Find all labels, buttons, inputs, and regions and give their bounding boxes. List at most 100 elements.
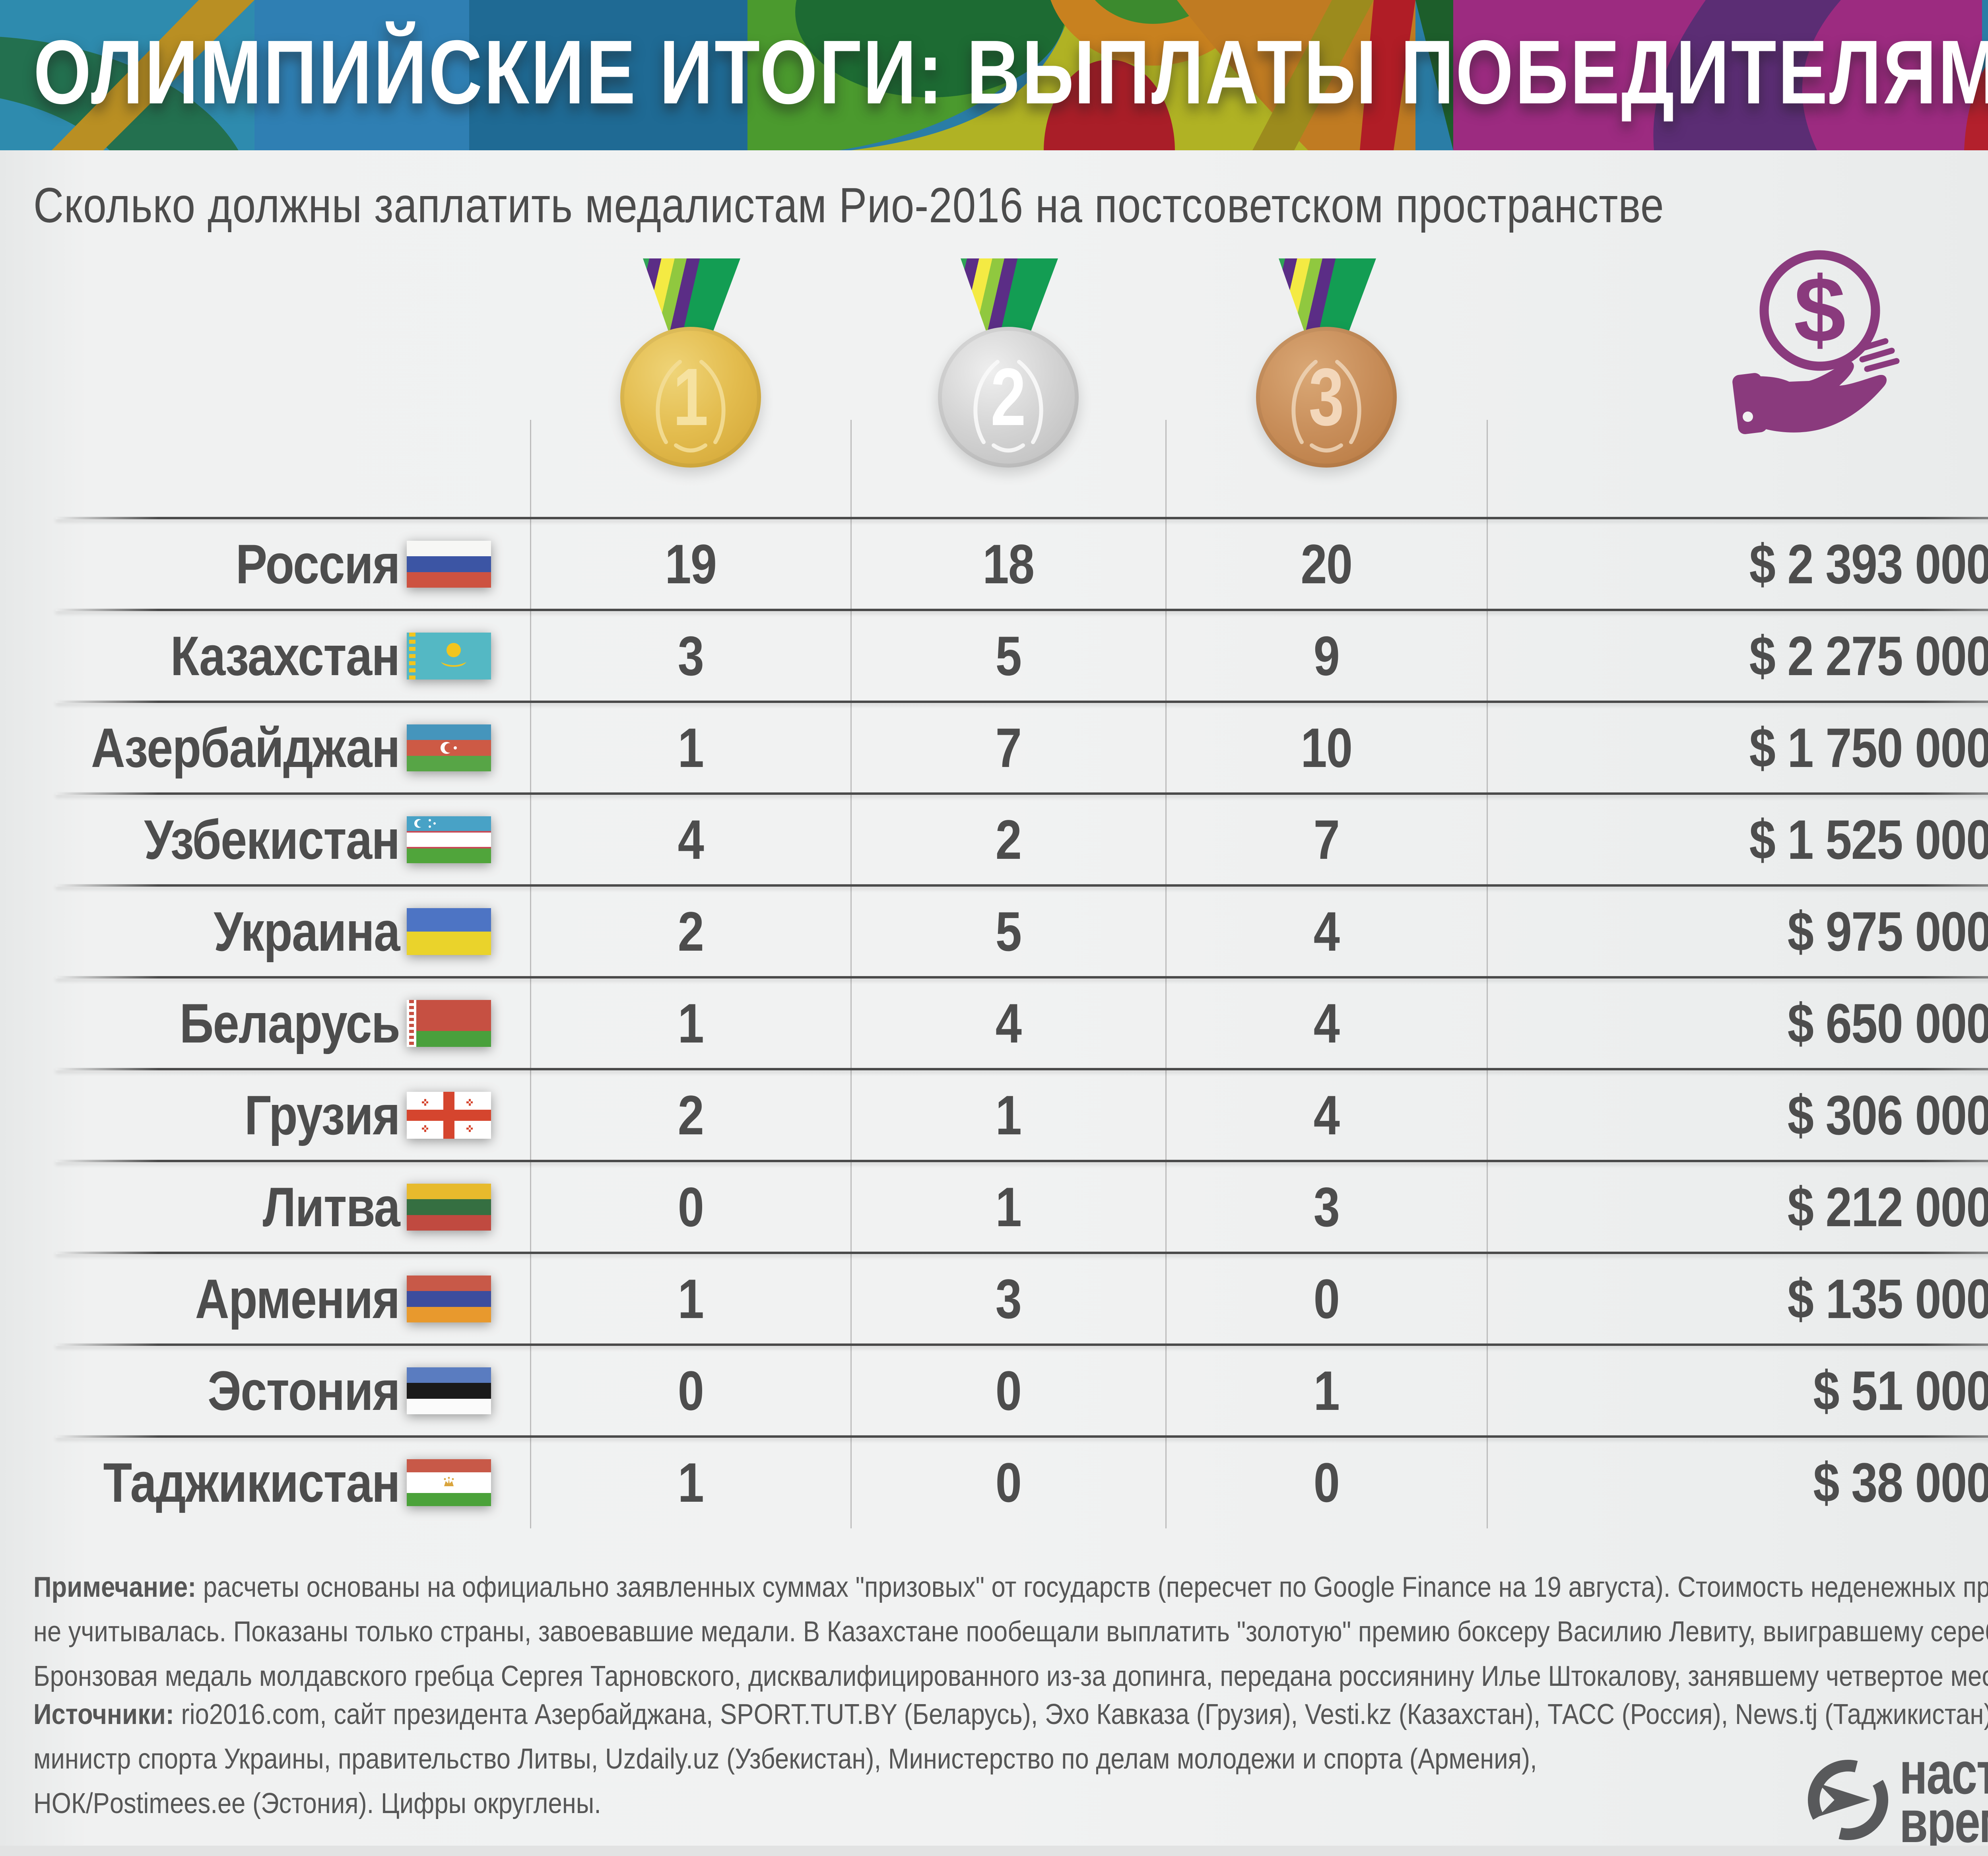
page-title: ОЛИМПИЙСКИЕ ИТОГИ: ВЫПЛАТЫ ПОБЕДИТЕЛЯМ	[33, 22, 1988, 123]
gold-count: 3	[678, 624, 704, 687]
svg-text:$: $	[1794, 257, 1846, 362]
flag-tj-icon	[407, 1459, 491, 1506]
silver-count: 0	[995, 1359, 1022, 1422]
flag-am-icon	[407, 1275, 491, 1322]
bronze-count: 1	[1313, 1359, 1340, 1422]
table-row: Таджикистан 1 0 0 $ 38 000	[0, 1437, 1988, 1528]
column-divider	[1487, 420, 1488, 1528]
silver-count: 5	[995, 900, 1022, 963]
flag-lt-icon	[407, 1183, 491, 1231]
table-row: Эстония 0 0 1 $ 51 000	[0, 1345, 1988, 1437]
country-label: Россия	[235, 532, 400, 595]
brand-name: настоящее время	[1899, 1740, 1988, 1855]
gold-count: 1	[678, 716, 704, 779]
row-separator	[56, 1435, 1988, 1438]
table-row: Россия 19 18 20 $ 2 393 000	[0, 518, 1988, 610]
bronze-rank-label: 3	[1309, 351, 1344, 443]
silver-medal-icon: 2	[937, 258, 1080, 469]
column-divider	[850, 420, 852, 1528]
payout-value: $ 2 393 000	[1749, 532, 1988, 595]
gold-count: 2	[678, 1083, 704, 1146]
row-separator	[56, 517, 1988, 519]
gold-count: 0	[678, 1359, 704, 1422]
country-label: Таджикистан	[103, 1451, 400, 1514]
silver-count: 0	[995, 1451, 1022, 1514]
flag-by-icon	[407, 1000, 491, 1047]
payout-value: $ 135 000	[1787, 1267, 1988, 1330]
silver-count: 7	[995, 716, 1022, 779]
silver-count: 18	[982, 532, 1035, 595]
payout-value: $ 51 000	[1813, 1359, 1988, 1422]
bronze-count: 7	[1313, 808, 1340, 871]
bronze-count: 4	[1313, 1083, 1340, 1146]
silver-count: 1	[995, 1083, 1022, 1146]
flag-ge-icon	[407, 1091, 491, 1139]
flag-ua-icon	[407, 908, 491, 955]
payout-value: $ 975 000	[1787, 900, 1988, 963]
country-label: Армения	[195, 1267, 400, 1330]
gold-count: 1	[678, 1451, 704, 1514]
gold-count: 0	[678, 1175, 704, 1238]
row-separator	[56, 884, 1988, 887]
source-line: министр спорта Украины, правительство Ли…	[33, 1743, 1537, 1775]
note-line: не учитывалась. Показаны только страны, …	[33, 1616, 1988, 1648]
gold-count: 1	[678, 1267, 704, 1330]
silver-count: 4	[995, 992, 1022, 1054]
table-row: Армения 1 3 0 $ 135 000	[0, 1253, 1988, 1345]
gold-count: 1	[678, 992, 704, 1054]
gold-count: 4	[678, 808, 704, 871]
table-row: Украина 2 5 4 $ 975 000	[0, 885, 1988, 977]
flag-uz-icon	[407, 816, 491, 863]
table-row: Казахстан 3 5 9 $ 2 275 000	[0, 610, 1988, 702]
row-separator	[56, 1160, 1988, 1162]
bronze-count: 0	[1313, 1451, 1340, 1514]
silver-rank-label: 2	[990, 351, 1026, 443]
play-badge-icon	[1807, 1759, 1889, 1841]
gold-count: 19	[665, 532, 717, 595]
country-label: Грузия	[244, 1083, 400, 1146]
page-subtitle: Сколько должны заплатить медалистам Рио-…	[33, 178, 1664, 233]
payout-value: $ 306 000	[1787, 1083, 1988, 1146]
flag-ru-icon	[407, 540, 491, 588]
payout-value: $ 1 750 000	[1749, 716, 1988, 779]
payout-value: $ 1 525 000	[1749, 808, 1988, 871]
gold-medal-icon: 1	[619, 258, 762, 469]
table-row: Беларусь 1 4 4 $ 650 000	[0, 977, 1988, 1069]
table-row: Литва 0 1 3 $ 212 000	[0, 1161, 1988, 1253]
silver-count: 3	[995, 1267, 1022, 1330]
row-separator	[56, 976, 1988, 978]
silver-count: 1	[995, 1175, 1022, 1238]
payout-value: $ 212 000	[1787, 1175, 1988, 1238]
flag-kz-icon	[407, 632, 491, 679]
row-separator	[56, 609, 1988, 611]
bronze-count: 0	[1313, 1267, 1340, 1330]
note-block: Примечание: расчеты основаны на официаль…	[33, 1565, 1988, 1699]
country-label: Узбекистан	[144, 808, 400, 871]
flag-az-icon	[407, 724, 491, 771]
country-label: Украина	[214, 900, 400, 963]
country-label: Эстония	[208, 1359, 400, 1422]
table-row: Узбекистан 4 2 7 $ 1 525 000	[0, 794, 1988, 885]
bronze-medal-icon: 3	[1255, 258, 1398, 469]
bronze-count: 9	[1313, 624, 1340, 687]
sources-block: Источники: rio2016.com, сайт президента …	[33, 1692, 1988, 1826]
row-separator	[56, 701, 1988, 703]
payout-value: $ 650 000	[1787, 992, 1988, 1054]
silver-count: 5	[995, 624, 1022, 687]
country-label: Азербайджан	[91, 716, 400, 779]
bronze-count: 20	[1301, 532, 1353, 595]
bronze-count: 4	[1313, 900, 1340, 963]
country-label: Литва	[262, 1175, 400, 1238]
table-row: Азербайджан 1 7 10 $ 1 750 000	[0, 702, 1988, 794]
row-separator	[56, 1343, 1988, 1346]
payout-value: $ 2 275 000	[1749, 624, 1988, 687]
country-label: Казахстан	[171, 624, 400, 687]
silver-count: 2	[995, 808, 1022, 871]
source-line: Источники: rio2016.com, сайт президента …	[33, 1699, 1988, 1730]
gold-count: 2	[678, 900, 704, 963]
row-separator	[56, 792, 1988, 795]
header-art	[0, 0, 1988, 150]
row-separator	[56, 1068, 1988, 1070]
column-divider	[530, 420, 531, 1528]
